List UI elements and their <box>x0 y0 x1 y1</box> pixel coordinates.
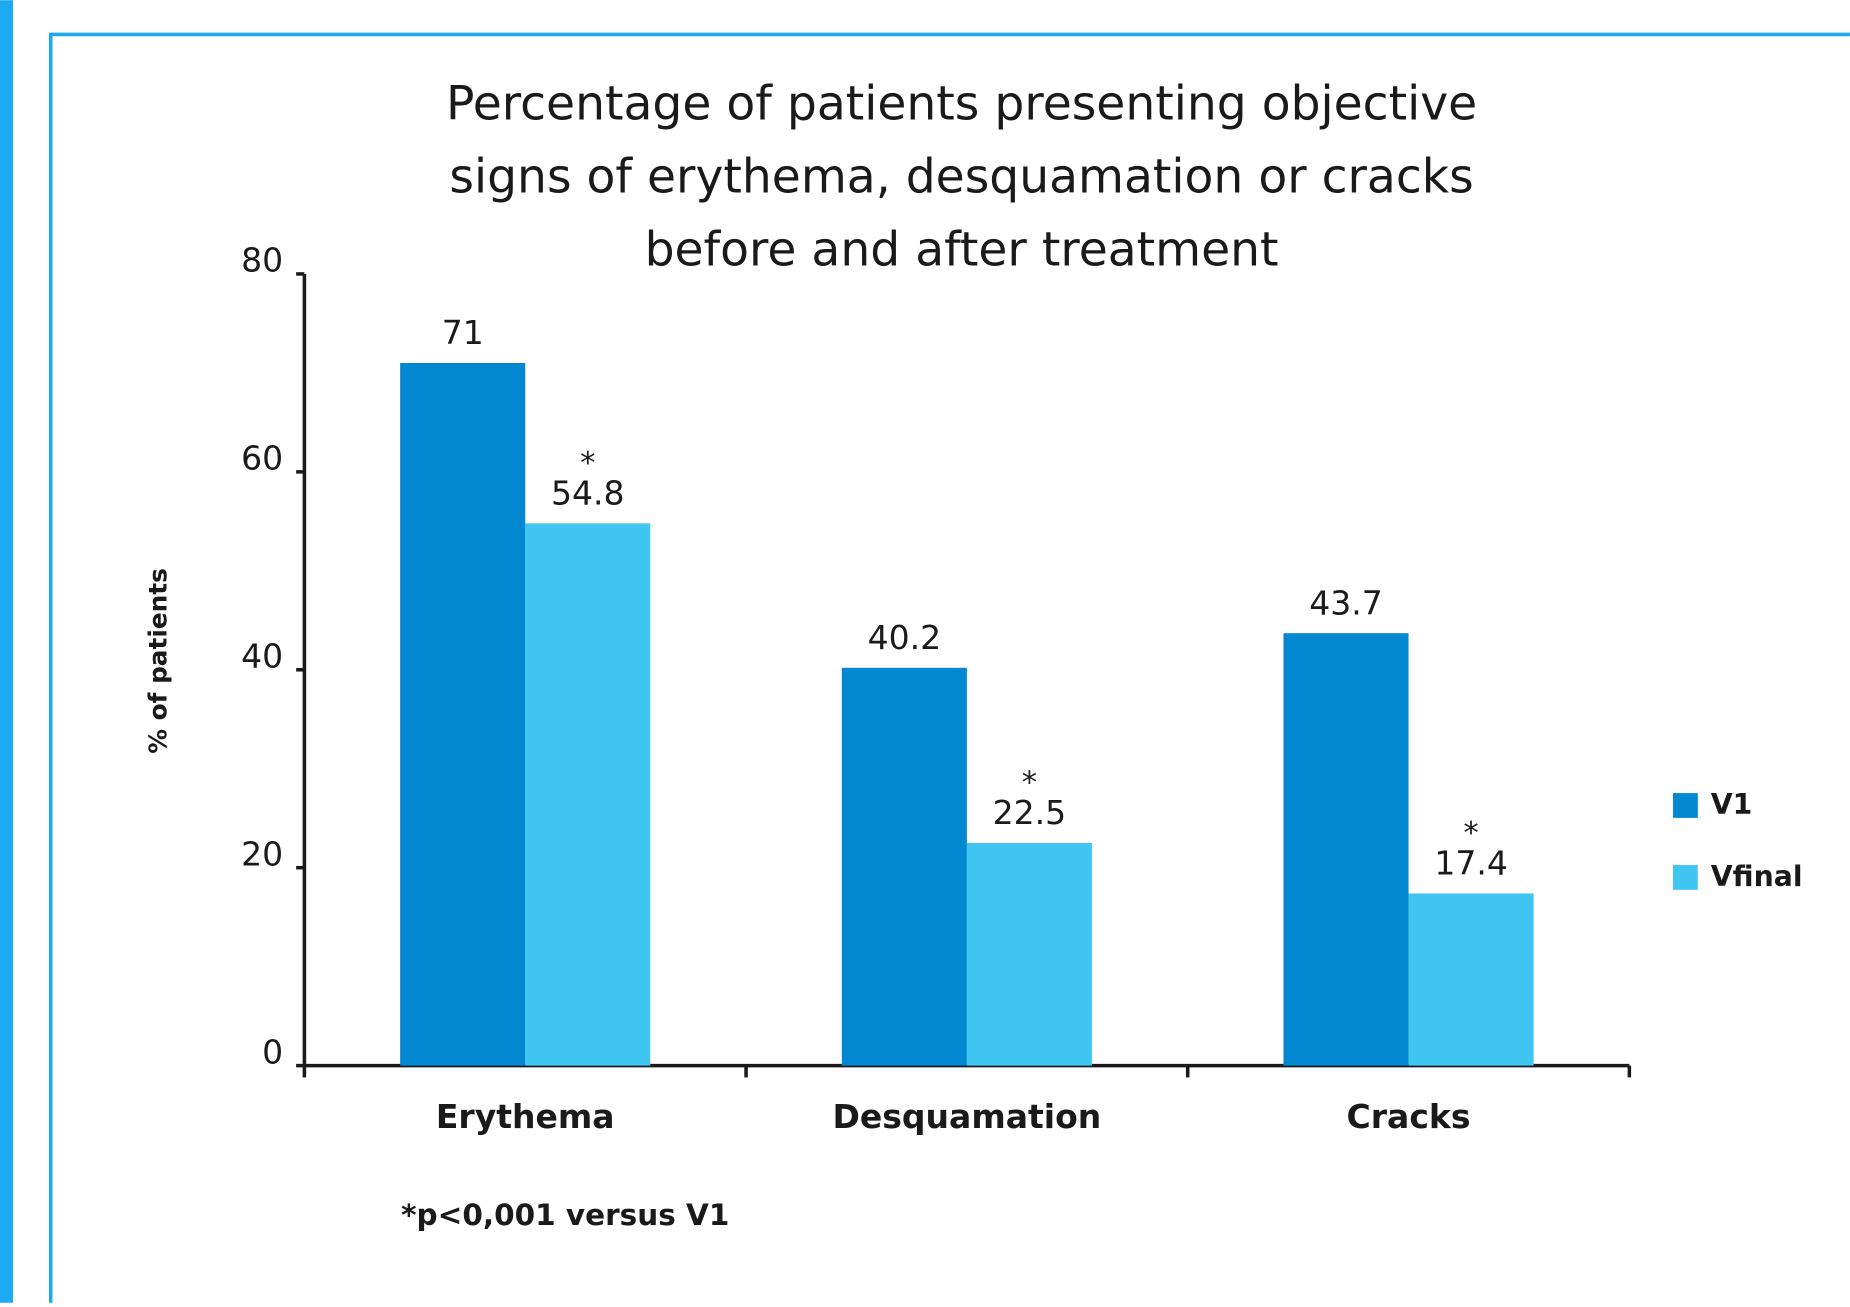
side-strip <box>0 0 13 1303</box>
y-tick-label: 80 <box>241 241 283 280</box>
title: Percentage of patients presenting object… <box>446 76 1477 277</box>
y-tick-label: 0 <box>262 1032 283 1071</box>
y-tick-label: 40 <box>241 636 283 675</box>
y-tick-label: 20 <box>241 834 283 873</box>
bar <box>400 363 526 1066</box>
bar <box>841 667 967 1066</box>
legend-label: Vfinal <box>1711 860 1803 893</box>
legend-label: V1 <box>1711 788 1753 821</box>
footnote: *p<0,001 versus V1 <box>401 1198 729 1232</box>
legend-swatch <box>1673 793 1698 818</box>
bar <box>1283 633 1409 1066</box>
value-label: 43.7 <box>1309 583 1383 622</box>
y-axis-label: % of patients <box>143 568 172 754</box>
chart-title-line: signs of erythema, desquamation or crack… <box>449 150 1473 205</box>
significance-marker: * <box>1463 816 1478 851</box>
value-label: 71 <box>442 313 484 352</box>
value-label: 17.4 <box>1434 844 1508 883</box>
significance-marker: * <box>1022 765 1037 800</box>
value-label: 22.5 <box>993 793 1067 832</box>
y-tick-label: 60 <box>241 439 283 478</box>
bar <box>525 523 651 1066</box>
x-tick-label: Erythema <box>436 1097 615 1136</box>
x-tick-label: Cracks <box>1347 1097 1471 1136</box>
legend-swatch <box>1673 865 1698 890</box>
bar <box>966 842 1092 1066</box>
significance-marker: * <box>580 446 595 481</box>
value-label: 40.2 <box>868 618 942 657</box>
frame <box>48 32 1850 1303</box>
x-tick-label: Desquamation <box>832 1097 1101 1136</box>
chart-title-line: Percentage of patients presenting object… <box>446 76 1477 131</box>
value-label: 54.8 <box>551 474 625 513</box>
bar <box>1408 893 1534 1066</box>
chart-title-line: before and after treatment <box>645 223 1279 278</box>
